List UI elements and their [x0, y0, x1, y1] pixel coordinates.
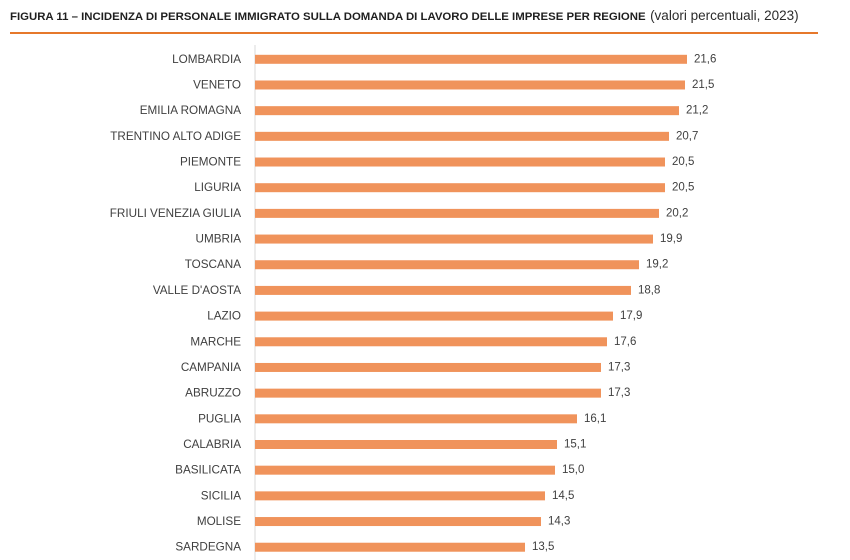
bar-row-sardegna: SARDEGNA 13,5	[175, 541, 554, 554]
bar-friuli-venezia-giulia	[255, 208, 659, 218]
bar-row-friuli-venezia-giulia: FRIULI VENEZIA GIULIA 20,2	[110, 207, 689, 220]
value-label-basilicata: 15,0	[562, 464, 584, 476]
bar-lombardia	[255, 54, 687, 64]
category-label-abruzzo: ABRUZZO	[185, 387, 241, 400]
bar-chart: LOMBARDIA 21,6 VENETO 21,5 EMILIA ROMAGNA 21,…	[110, 45, 716, 560]
category-label-friuli-venezia-giulia: FRIULI VENEZIA GIULIA	[110, 207, 241, 220]
bar-row-campania: CAMPANIA 17,3	[181, 361, 631, 374]
category-label-umbria: UMBRIA	[196, 233, 242, 246]
bar-row-emilia-romagna: EMILIA ROMAGNA 21,2	[140, 104, 709, 117]
bar-lazio	[255, 311, 613, 321]
bar-valle-d-aosta	[255, 285, 631, 295]
bar-molise	[255, 517, 541, 527]
value-label-sardegna: 13,5	[532, 541, 554, 553]
category-label-puglia: PUGLIA	[198, 412, 241, 425]
bar-piemonte	[255, 157, 665, 167]
category-label-emilia-romagna: EMILIA ROMAGNA	[140, 104, 242, 117]
bar-trentino-alto-adige	[255, 131, 669, 141]
figure-header: FIGURA 11 – INCIDENZA DI PERSONALE IMMIG…	[10, 8, 799, 25]
bar-basilicata	[255, 465, 555, 475]
value-label-piemonte: 20,5	[672, 156, 694, 168]
value-label-trentino-alto-adige: 20,7	[676, 130, 698, 142]
category-label-lazio: LAZIO	[207, 310, 241, 323]
bar-row-sicilia: SICILIA 14,5	[201, 489, 575, 502]
bar-row-marche: MARCHE 17,6	[190, 335, 636, 348]
bar-puglia	[255, 414, 577, 424]
bar-row-basilicata: BASILICATA 15,0	[175, 464, 584, 477]
value-label-marche: 17,6	[614, 336, 636, 348]
value-label-valle-d-aosta: 18,8	[638, 284, 660, 296]
bar-toscana	[255, 260, 639, 270]
value-label-liguria: 20,5	[672, 182, 694, 194]
bar-row-toscana: TOSCANA 19,2	[185, 258, 669, 271]
bar-row-umbria: UMBRIA 19,9	[196, 233, 683, 246]
bar-campania	[255, 362, 601, 372]
bar-row-molise: MOLISE 14,3	[197, 515, 571, 528]
category-label-basilicata: BASILICATA	[175, 464, 241, 477]
bar-row-piemonte: PIEMONTE 20,5	[180, 156, 694, 169]
bar-row-calabria: CALABRIA 15,1	[183, 438, 586, 451]
value-label-molise: 14,3	[548, 516, 570, 528]
value-label-puglia: 16,1	[584, 413, 606, 425]
category-label-lombardia: LOMBARDIA	[172, 53, 241, 66]
value-label-friuli-venezia-giulia: 20,2	[666, 207, 688, 219]
category-label-toscana: TOSCANA	[185, 258, 241, 271]
category-label-sardegna: SARDEGNA	[175, 541, 241, 554]
figure-subtitle: (valori percentuali, 2023)	[650, 8, 799, 23]
bar-row-lazio: LAZIO 17,9	[207, 310, 642, 323]
value-label-lazio: 17,9	[620, 310, 642, 322]
category-label-marche: MARCHE	[190, 335, 241, 348]
category-label-trentino-alto-adige: TRENTINO ALTO ADIGE	[110, 130, 241, 143]
bar-sicilia	[255, 491, 545, 501]
value-label-emilia-romagna: 21,2	[686, 105, 708, 117]
bar-emilia-romagna	[255, 106, 679, 116]
bar-row-lombardia: LOMBARDIA 21,6	[172, 53, 716, 66]
bar-liguria	[255, 183, 665, 193]
value-label-sicilia: 14,5	[552, 490, 574, 502]
bar-row-abruzzo: ABRUZZO 17,3	[185, 387, 630, 400]
category-label-calabria: CALABRIA	[183, 438, 241, 451]
bar-marche	[255, 337, 607, 347]
value-label-calabria: 15,1	[564, 439, 586, 451]
figure-title: FIGURA 11 – INCIDENZA DI PERSONALE IMMIG…	[10, 11, 646, 23]
category-label-liguria: LIGURIA	[194, 181, 241, 194]
category-label-piemonte: PIEMONTE	[180, 156, 241, 169]
bar-umbria	[255, 234, 653, 244]
category-label-valle-d-aosta: VALLE D'AOSTA	[153, 284, 241, 297]
value-label-lombardia: 21,6	[694, 53, 716, 65]
bar-veneto	[255, 80, 685, 90]
category-label-veneto: VENETO	[193, 78, 241, 91]
bar-row-trentino-alto-adige: TRENTINO ALTO ADIGE 20,7	[110, 130, 698, 143]
bar-row-veneto: VENETO 21,5	[193, 78, 714, 91]
title-rule	[10, 32, 818, 34]
value-label-umbria: 19,9	[660, 233, 682, 245]
value-label-toscana: 19,2	[646, 259, 668, 271]
bar-row-liguria: LIGURIA 20,5	[194, 181, 694, 194]
bar-row-puglia: PUGLIA 16,1	[198, 412, 606, 425]
value-label-abruzzo: 17,3	[608, 387, 630, 399]
value-label-veneto: 21,5	[692, 79, 714, 91]
category-label-molise: MOLISE	[197, 515, 241, 528]
category-label-sicilia: SICILIA	[201, 489, 241, 502]
bar-sardegna	[255, 542, 525, 552]
bar-row-valle-d-aosta: VALLE D'AOSTA 18,8	[153, 284, 661, 297]
bar-calabria	[255, 440, 557, 449]
category-label-campania: CAMPANIA	[181, 361, 241, 374]
value-label-campania: 17,3	[608, 361, 630, 373]
bar-abruzzo	[255, 388, 601, 398]
